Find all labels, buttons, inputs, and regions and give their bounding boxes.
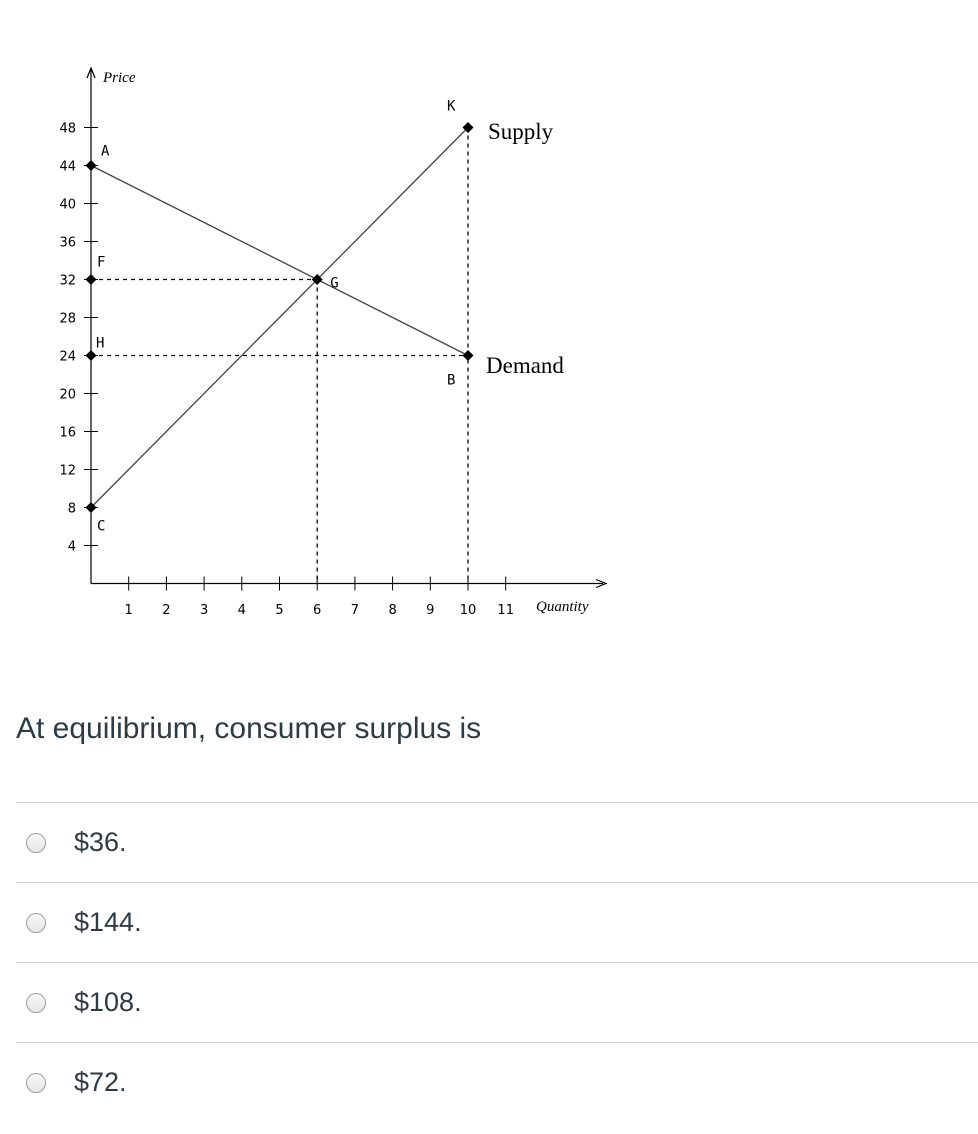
x-tick-label: 9 — [426, 603, 434, 618]
radio-button[interactable] — [26, 912, 46, 933]
point-f-marker — [85, 274, 97, 285]
point-b-label: B — [447, 373, 455, 389]
supply-line — [90, 127, 469, 508]
y-axis-arrow — [86, 66, 96, 79]
y-tick-label: 4 — [68, 540, 76, 555]
point-k-marker — [462, 122, 474, 133]
point-c-label: C — [97, 519, 105, 535]
y-tick-label: 12 — [59, 464, 76, 479]
x-tick-label: 10 — [460, 603, 477, 618]
option-label: $144. — [74, 907, 142, 937]
option-0[interactable]: $36. — [16, 802, 978, 882]
x-axis-label: Quantity — [536, 599, 589, 615]
point-g-marker — [311, 274, 323, 285]
answer-options: $36. $144. $108. $72. — [16, 802, 978, 1122]
point-k-label: K — [447, 99, 456, 115]
point-f-label: F — [97, 255, 105, 271]
option-1[interactable]: $144. — [16, 882, 978, 962]
x-tick-label: 1 — [125, 603, 133, 618]
point-b-marker — [462, 350, 474, 361]
demand-line — [90, 164, 469, 357]
x-tick-label: 11 — [497, 603, 514, 618]
y-tick-label: 20 — [59, 388, 76, 403]
radio-button[interactable] — [26, 1072, 46, 1093]
radio-button[interactable] — [26, 992, 46, 1013]
supply-label: Supply — [488, 119, 554, 144]
point-a-label: A — [101, 144, 110, 160]
y-tick-label: 8 — [68, 502, 76, 517]
point-a-marker — [85, 160, 97, 171]
y-tick-label: 28 — [59, 312, 76, 327]
y-tick-label: 40 — [59, 198, 76, 213]
x-axis-arrow — [595, 578, 608, 589]
x-tick-label: 8 — [388, 603, 396, 618]
question-text: At equilibrium, consumer surplus is — [16, 712, 482, 745]
x-tick-label: 7 — [351, 603, 359, 618]
x-tick-label: 4 — [238, 603, 246, 618]
y-tick-label: 24 — [59, 350, 76, 365]
option-3[interactable]: $72. — [16, 1042, 978, 1122]
point-g-label: G — [330, 276, 338, 292]
y-tick-label: 36 — [59, 236, 76, 251]
option-2[interactable]: $108. — [16, 962, 978, 1042]
option-label: $36. — [74, 827, 127, 857]
point-c-marker — [85, 502, 97, 513]
y-tick-label: 16 — [59, 426, 76, 441]
point-h-label: H — [96, 336, 104, 352]
radio-button[interactable] — [26, 832, 46, 853]
y-tick-label: 48 — [59, 122, 76, 137]
x-tick-label: 3 — [200, 603, 208, 618]
point-h-marker — [85, 350, 97, 361]
y-axis-label: Price — [102, 70, 136, 86]
y-tick-label: 44 — [59, 160, 76, 175]
x-tick-label: 6 — [313, 603, 321, 618]
demand-label: Demand — [486, 353, 564, 378]
option-label: $72. — [74, 1067, 127, 1097]
y-tick-label: 32 — [59, 274, 76, 289]
x-tick-label: 5 — [275, 603, 283, 618]
option-label: $108. — [74, 987, 142, 1017]
x-tick-label: 2 — [162, 603, 170, 618]
